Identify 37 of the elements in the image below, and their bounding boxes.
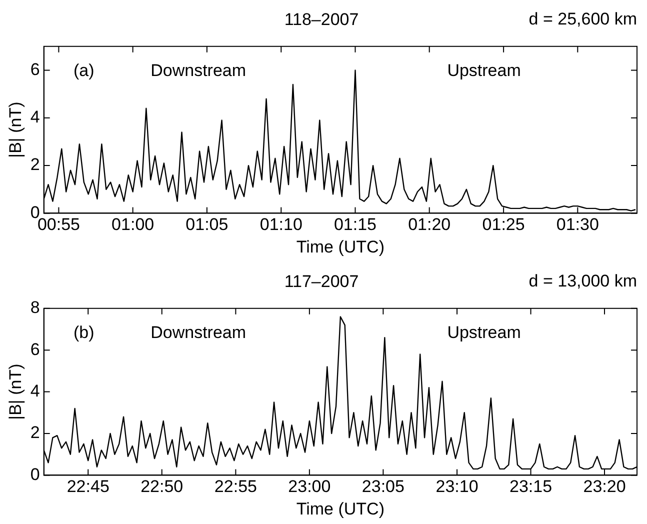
x-tick-label: 01:20 — [408, 215, 451, 234]
annotation: (b) — [74, 322, 94, 342]
x-tick-label: 23:00 — [288, 477, 331, 496]
x-tick-label: 01:10 — [260, 215, 302, 234]
x-tick-label: 23:05 — [362, 477, 404, 496]
y-tick-label: 6 — [30, 60, 40, 79]
x-tick-label: 22:55 — [214, 477, 257, 496]
x-tick-label: 22:50 — [140, 477, 184, 496]
annotation: (a) — [74, 60, 94, 80]
annotation: Downstream — [150, 322, 246, 342]
x-tick-label: 23:20 — [583, 477, 626, 496]
y-tick-label: 4 — [30, 108, 40, 127]
x-tick-label: 01:25 — [482, 215, 525, 234]
x-tick-label: 23:10 — [436, 477, 478, 496]
chart-title: 117–2007 — [284, 272, 359, 291]
y-tick-label: 2 — [30, 423, 40, 442]
y-tick-label: 2 — [30, 155, 40, 174]
text: d = 13,000 km — [528, 272, 637, 291]
annotation: Upstream — [447, 60, 521, 80]
x-tick-label: 01:00 — [112, 215, 154, 234]
x-tick-label: 23:15 — [509, 477, 552, 496]
y-tick-label: 8 — [30, 298, 40, 318]
y-tick-label: 0 — [30, 464, 40, 484]
y-axis-title: |B| (nT) — [6, 102, 25, 158]
text: d = 25,600 km — [528, 10, 637, 29]
x-tick-label: 22:45 — [66, 477, 110, 496]
x-tick-label: 01:15 — [334, 215, 377, 234]
annotation: Downstream — [150, 60, 246, 80]
chart-title: 118–2007 — [284, 10, 359, 29]
y-tick-label: 4 — [30, 381, 40, 400]
y-axis-title: |B| (nT) — [6, 364, 25, 420]
x-tick-label: 01:30 — [556, 215, 599, 234]
x-axis-title: Time (UTC) — [296, 237, 384, 256]
x-tick-label: 01:05 — [186, 215, 228, 234]
y-tick-label: 6 — [30, 340, 40, 359]
x-axis-title: Time (UTC) — [296, 499, 384, 518]
annotation: Upstream — [447, 322, 521, 342]
